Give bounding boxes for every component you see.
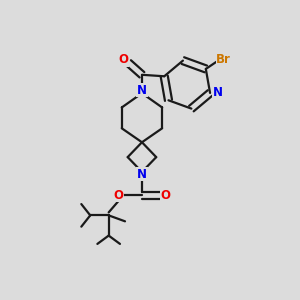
- Text: N: N: [137, 84, 147, 97]
- Text: N: N: [137, 168, 147, 181]
- Text: O: O: [161, 189, 171, 202]
- Text: O: O: [118, 53, 128, 66]
- Text: N: N: [212, 86, 223, 99]
- Text: O: O: [113, 189, 123, 202]
- Text: Br: Br: [216, 53, 231, 66]
